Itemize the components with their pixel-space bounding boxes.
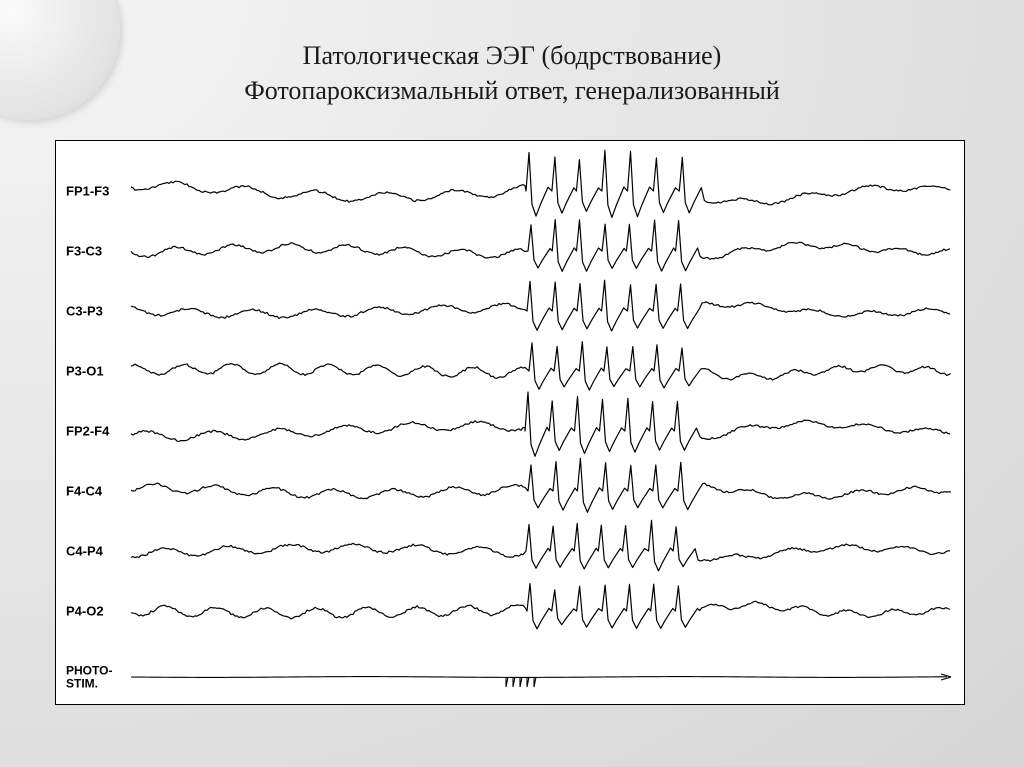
eeg-trace xyxy=(131,221,951,281)
channel-row: C3-P3 xyxy=(56,281,964,341)
channel-row: F3-C3 xyxy=(56,221,964,281)
title-line-2: Фотопароксизмальный ответ, генерализован… xyxy=(0,73,1024,108)
eeg-trace xyxy=(131,401,951,461)
channel-label: P4-O2 xyxy=(66,604,104,619)
channel-row: P3-O1 xyxy=(56,341,964,401)
channel-label: C4-P4 xyxy=(66,544,103,559)
eeg-frame: FP1-F3 F3-C3 C3-P3 P3-O1 FP2-F4 F4-C4 C4-P4 P4… xyxy=(55,140,965,705)
channel-label: F4-C4 xyxy=(66,484,102,499)
photostim-row: PHOTO- STIM. xyxy=(56,662,964,692)
eeg-trace xyxy=(131,581,951,641)
title-line-1: Патологическая ЭЭГ (бодрствование) xyxy=(0,38,1024,73)
channel-label: FP2-F4 xyxy=(66,424,109,439)
eeg-trace xyxy=(131,521,951,581)
eeg-trace xyxy=(131,341,951,401)
channel-row: F4-C4 xyxy=(56,461,964,521)
channel-row: C4-P4 xyxy=(56,521,964,581)
photostim-label: PHOTO- STIM. xyxy=(66,664,112,689)
photostim-trace xyxy=(131,662,951,692)
title-block: Патологическая ЭЭГ (бодрствование) Фотоп… xyxy=(0,0,1024,108)
channel-label: FP1-F3 xyxy=(66,184,109,199)
channel-row: FP1-F3 xyxy=(56,161,964,221)
eeg-trace xyxy=(131,161,951,221)
channel-row: P4-O2 xyxy=(56,581,964,641)
eeg-trace xyxy=(131,461,951,521)
channel-row: FP2-F4 xyxy=(56,401,964,461)
channel-label: P3-O1 xyxy=(66,364,104,379)
channel-label: C3-P3 xyxy=(66,304,103,319)
eeg-trace xyxy=(131,281,951,341)
channel-label: F3-C3 xyxy=(66,244,102,259)
